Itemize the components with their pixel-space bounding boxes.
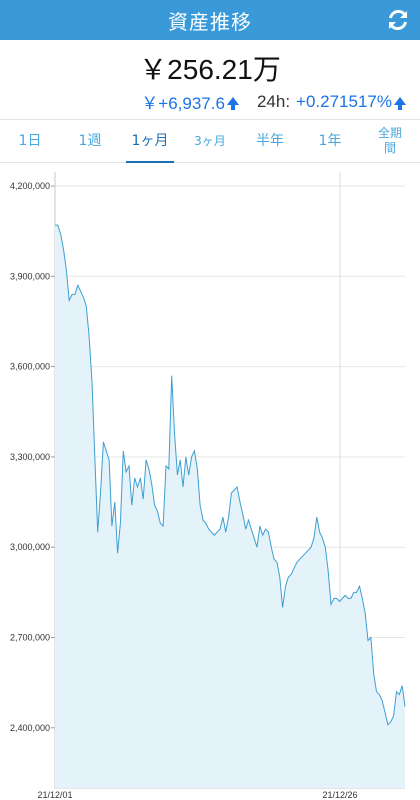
arrow-up-icon [394,96,406,110]
refresh-icon[interactable] [386,8,410,32]
x-axis-labels: 21/12/01 21/12/26 [37,790,357,800]
tab-1month[interactable]: 1ヶ月 [120,120,180,163]
change-amount: ￥+6,937.6 [141,94,225,113]
tab-1year[interactable]: 1年 [318,132,342,149]
app-header: 資産推移 [0,0,420,40]
asset-summary: ￥256.21万 ￥+6,937.6 24h: +0.271517% [0,40,420,118]
tab-1day[interactable]: 1日 [18,132,42,149]
tab-half-year[interactable]: 半年 [256,132,284,149]
tab-3months[interactable]: 3ヶ月 [194,133,226,148]
tab-all-time[interactable]: 全期間 [360,120,420,162]
page-title: 資産推移 [168,9,252,34]
y-tick-label: 3,900,000 [10,271,50,281]
y-tick-label: 2,400,000 [10,723,50,733]
tab-1week[interactable]: 1週 [78,132,102,149]
y-axis-labels: 4,200,000 3,900,000 3,600,000 3,300,000 3,00… [10,181,50,733]
arrow-up-icon [226,96,239,110]
change-period-label: 24h: [256,91,291,111]
tab-all-time-label: 全期間 [377,126,402,155]
x-tick-label: 21/12/26 [322,790,357,800]
y-tick-label: 3,300,000 [10,452,50,462]
y-tick-label: 3,000,000 [10,542,50,552]
y-tick-label: 2,700,000 [10,633,50,643]
change-row: ￥+6,937.6 24h: +0.271517% [141,89,406,114]
asset-chart[interactable]: 4,200,000 3,900,000 3,600,000 3,300,000 3,00… [0,162,420,800]
y-tick-label: 4,200,000 [10,181,50,191]
period-tabs: 1日 1週 1ヶ月 3ヶ月 半年 1年 全期間 [0,119,420,163]
total-assets: ￥256.21万 [139,54,281,85]
y-tick-label: 3,600,000 [10,362,50,372]
chart-line [55,224,406,726]
change-percent: +0.271517% [296,91,392,111]
x-tick-label: 21/12/01 [37,790,72,800]
